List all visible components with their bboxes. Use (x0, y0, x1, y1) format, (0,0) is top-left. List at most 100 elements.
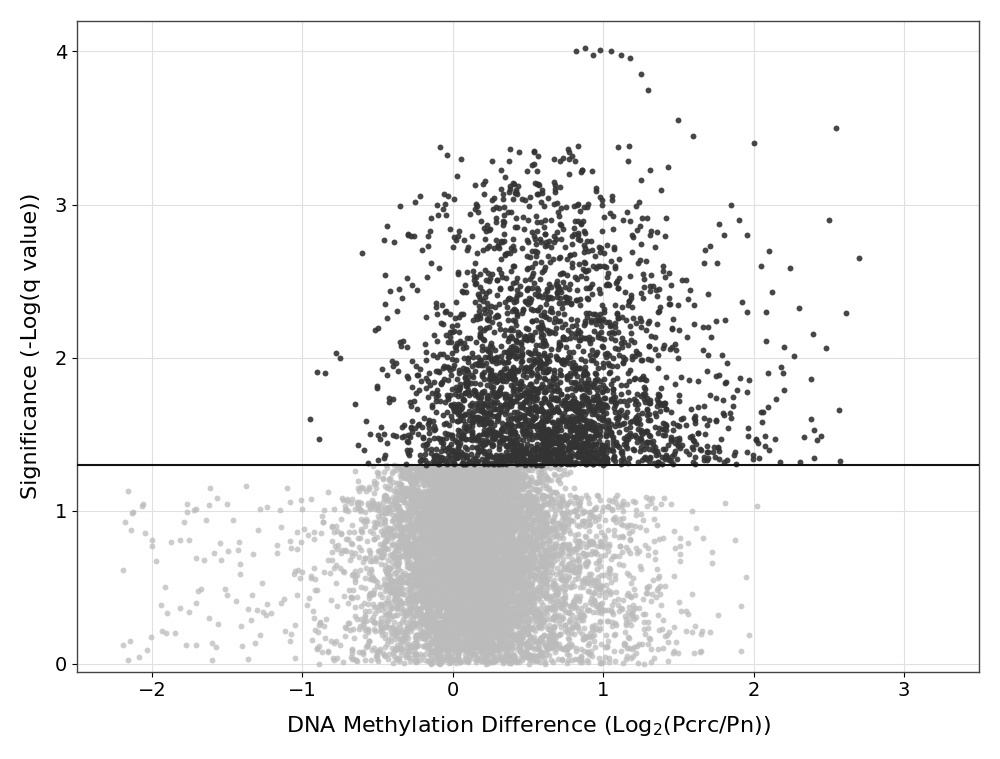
Point (439, 406, 455, 418)
Point (446, 193, 462, 205)
Point (453, 551, 469, 563)
Point (435, 622, 451, 635)
Point (510, 635, 526, 647)
Point (432, 617, 448, 629)
Point (506, 583, 522, 595)
Point (650, 582, 666, 594)
Point (534, 489, 550, 501)
Point (422, 621, 438, 633)
Point (546, 582, 562, 594)
Point (444, 562, 460, 574)
Point (487, 525, 503, 537)
Point (463, 591, 479, 603)
Point (510, 619, 526, 631)
Point (518, 390, 534, 402)
Point (501, 481, 517, 493)
Point (503, 487, 519, 499)
Point (439, 614, 455, 626)
Point (559, 391, 575, 403)
Point (489, 505, 505, 518)
Point (489, 625, 505, 637)
Point (436, 549, 452, 561)
Point (447, 542, 463, 554)
Point (416, 609, 432, 622)
Point (643, 595, 659, 607)
Point (524, 587, 540, 599)
Point (401, 548, 417, 560)
Point (459, 575, 475, 587)
Point (687, 410, 703, 422)
Point (491, 624, 507, 636)
Point (513, 563, 529, 575)
Point (512, 555, 528, 567)
Point (479, 558, 495, 570)
Point (538, 561, 554, 573)
Point (373, 506, 389, 518)
Point (446, 628, 462, 641)
Point (449, 373, 465, 386)
Point (428, 473, 444, 485)
Point (597, 532, 613, 544)
Point (474, 565, 490, 577)
Point (447, 491, 463, 503)
Point (442, 631, 458, 644)
Point (440, 597, 456, 609)
Point (462, 515, 478, 527)
Point (503, 574, 519, 586)
Point (464, 469, 480, 481)
Point (426, 540, 442, 553)
Point (693, 645, 709, 657)
Point (353, 600, 369, 613)
Point (381, 526, 397, 538)
Point (139, 644, 155, 657)
Point (489, 596, 505, 608)
Point (579, 439, 595, 451)
Point (425, 489, 441, 501)
Point (578, 367, 594, 380)
Point (444, 489, 460, 501)
Point (501, 557, 517, 569)
Point (188, 502, 204, 515)
Point (496, 550, 512, 562)
Point (443, 369, 459, 381)
Point (376, 516, 392, 528)
Point (591, 412, 607, 424)
Point (458, 519, 474, 531)
Point (467, 465, 483, 477)
Point (446, 628, 462, 641)
Point (458, 546, 474, 558)
Point (473, 496, 489, 508)
Point (426, 600, 442, 613)
Point (450, 408, 466, 420)
Point (433, 568, 449, 581)
Point (554, 495, 570, 507)
Point (389, 625, 405, 638)
Point (538, 479, 554, 491)
Point (453, 502, 469, 515)
Point (597, 550, 613, 562)
Point (548, 349, 564, 361)
Point (521, 553, 537, 565)
Point (382, 525, 398, 537)
Y-axis label: Significance (-Log(q value)): Significance (-Log(q value)) (21, 193, 41, 499)
Point (500, 567, 516, 579)
Point (458, 556, 474, 568)
Point (719, 453, 735, 465)
Point (620, 606, 636, 619)
Point (420, 531, 436, 543)
Point (499, 502, 515, 515)
Point (399, 482, 415, 494)
Point (179, 505, 195, 518)
Point (509, 310, 525, 322)
Point (577, 242, 593, 254)
Point (553, 202, 569, 214)
Point (433, 593, 449, 605)
Point (414, 499, 430, 512)
Point (479, 551, 495, 563)
Point (506, 524, 522, 536)
Point (582, 538, 598, 550)
Point (565, 597, 581, 609)
Point (526, 631, 542, 644)
Point (470, 641, 486, 653)
Point (690, 401, 706, 413)
